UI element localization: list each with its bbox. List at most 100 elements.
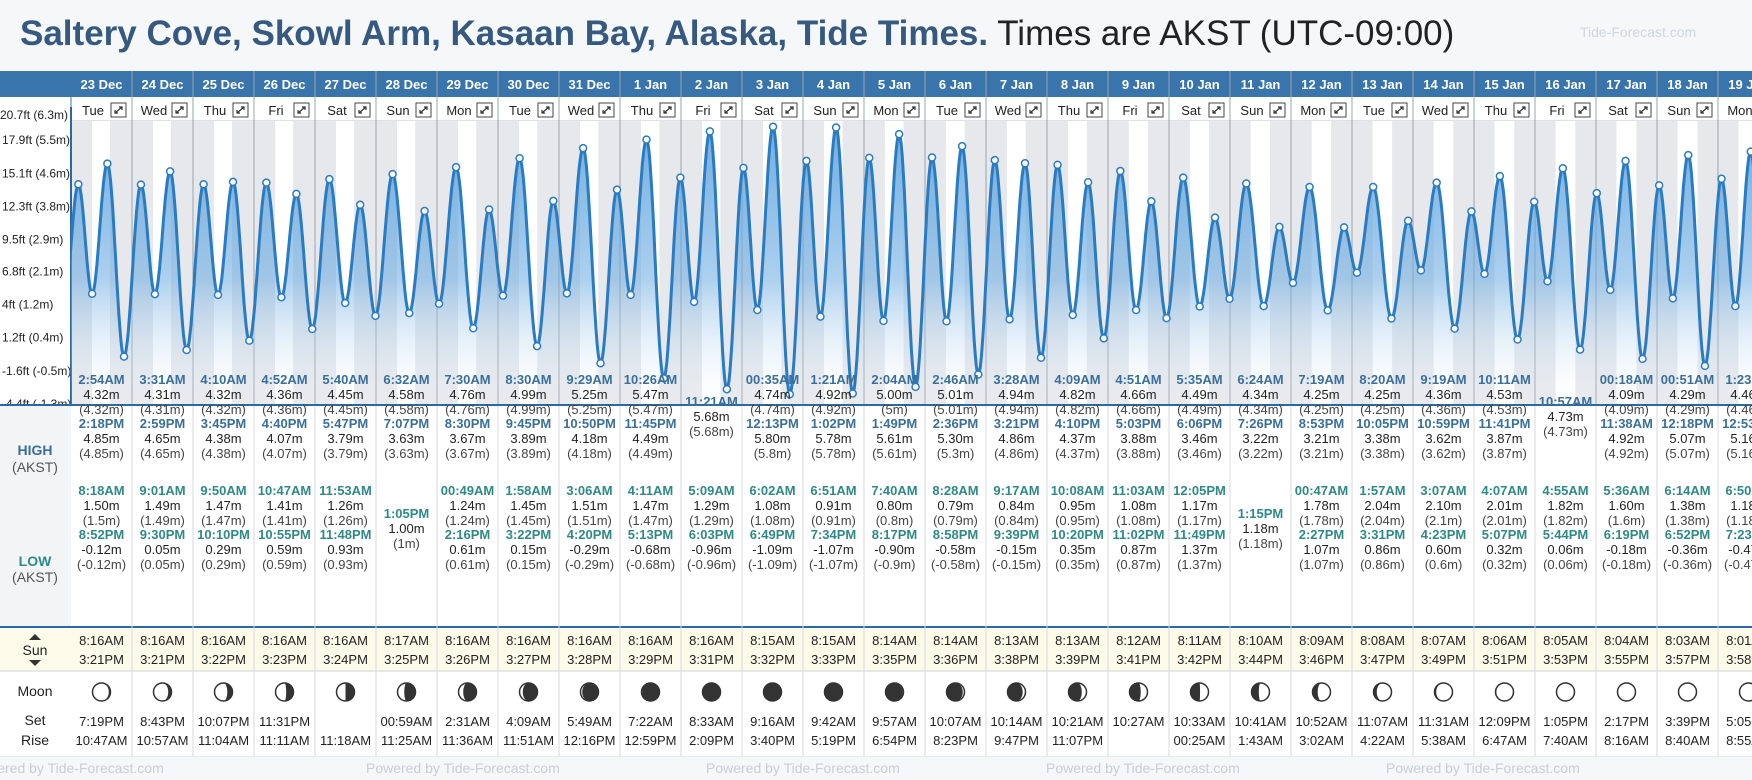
expand-day-button[interactable] [110,102,127,118]
low-tide-height-metric: (1.47m) [628,513,673,528]
moon-phase-shadow [1068,683,1082,701]
expand-day-button[interactable] [415,102,432,118]
expand-day-button[interactable] [659,102,676,118]
low-tide-height-metric: (0.35m) [1055,557,1100,572]
tide-point [785,390,795,399]
low-tide-height: 0.87m [1120,542,1156,557]
sunset-time: 3:33PM [811,652,856,667]
expand-day-button[interactable] [1696,102,1713,118]
date-label: 4 Jan [817,77,850,92]
high-tide-height: 3.46m [1181,431,1217,446]
date-label: 6 Jan [939,77,972,92]
high-tide-time: 1:49PM [872,416,918,431]
high-tide-time: 7:19AM [1298,372,1344,387]
expand-day-button[interactable] [1635,102,1652,118]
low-tide-height-metric: (1.78m) [1299,513,1344,528]
high-tide-height: 4.29m [1669,387,1705,402]
expand-day-button[interactable] [842,102,859,118]
low-tide-height: 1.45m [510,498,546,513]
tide-point [199,179,208,189]
weekday-label: Sat [1608,103,1628,118]
expand-day-button[interactable] [1391,102,1408,118]
tide-point [1575,345,1585,354]
sunrise-time: 8:16AM [628,633,673,648]
tide-point [213,290,223,300]
expand-day-button[interactable] [476,102,493,118]
expand-day-button[interactable] [1513,102,1530,118]
high-tide-height: 4.37m [1059,431,1095,446]
sunrise-time: 8:16AM [445,633,490,648]
high-tide-height: 4.82m [1059,387,1095,402]
expand-arrow-icon [1151,106,1160,114]
low-tide-height: 1.08m [1120,498,1156,513]
expand-day-button[interactable] [1147,102,1164,118]
high-tide-time: 10:05PM [1356,416,1409,431]
high-tide-height-metric: (5.78m) [811,446,856,461]
high-tide-time: 2:18PM [79,416,125,431]
tide-point [1131,305,1141,315]
moon-phase-shadow [1007,683,1023,701]
expand-day-button[interactable] [781,102,798,118]
sunrise-arrow-icon [29,634,41,640]
high-tide-time: 10:26AM [624,372,677,387]
sunset-time: 3:36PM [933,652,978,667]
sunset-arrow-icon [29,660,41,666]
high-tide-height-metric: (4.49m) [628,446,673,461]
low-tide-height: -0.68m [630,542,670,557]
expand-day-button[interactable] [537,102,554,118]
high-tide-height-metric: (5.47m) [628,402,673,417]
expand-day-button[interactable] [1269,102,1286,118]
low-tide-height: -0.58m [935,542,975,557]
expand-day-button[interactable] [354,102,371,118]
expand-day-button[interactable] [720,102,737,118]
high-tide-height: 5.25m [571,387,607,402]
expand-day-button[interactable] [171,102,188,118]
expand-day-button[interactable] [1208,102,1225,118]
low-tide-height: 1.07m [1303,542,1339,557]
y-axis-tick-label: 17.9ft (5.5m) [2,133,70,147]
y-axis-tick-label: -1.6ft (-0.5m) [2,364,71,378]
low-tide-time: 11:03AM [1112,483,1165,498]
moon-phase-shadow [824,683,843,701]
low-tide-height-metric: (-0.47m) [1724,557,1752,572]
y-axis-tick-label: 1.2ft (0.4m) [2,331,63,345]
tide-point [1305,182,1314,192]
expand-day-button[interactable] [903,102,920,118]
expand-day-button[interactable] [1330,102,1347,118]
expand-day-button[interactable] [232,102,249,118]
tide-point [325,174,334,184]
expand-day-button[interactable] [1574,102,1591,118]
expand-arrow-icon [1517,106,1526,114]
expand-day-button[interactable] [598,102,615,118]
expand-day-button[interactable] [1452,102,1469,118]
tide-point [848,389,857,398]
tide-point [119,352,129,361]
moon-set-time: 8:33AM [689,714,734,729]
expand-day-button[interactable] [1086,102,1103,118]
low-tide-height-metric: (0.29m) [201,557,246,572]
expand-day-button[interactable] [964,102,981,118]
tide-point [659,374,669,383]
sunset-time: 3:41PM [1116,652,1161,667]
tide-point [1368,182,1378,192]
high-tide-time: 7:07PM [384,416,430,431]
moon-rise-time: 11:04AM [198,733,249,748]
high-tide-time: 6:24AM [1237,372,1283,387]
high-tide-height: 5.00m [876,387,912,402]
expand-arrow-icon [236,106,245,114]
low-tide-height-metric: (0.95m) [1055,513,1100,528]
high-tide-height-metric: (3.87m) [1482,446,1527,461]
tide-point [405,308,414,318]
high-tide-height-metric: (4.36m) [262,402,307,417]
low-tide-time: 10:47AM [258,483,311,498]
expand-day-button[interactable] [293,102,310,118]
low-tide-height-metric: (-0.29m) [565,557,614,572]
moon-set-label: Set [24,712,45,728]
tide-point [1684,150,1693,160]
high-tide-height-metric: (4.36m) [1421,402,1466,417]
low-tide-height: 0.15m [510,542,546,557]
high-tide-time: 1:21AM [810,372,856,387]
tide-point [388,169,397,179]
tide-point [1162,313,1171,323]
expand-day-button[interactable] [1025,102,1042,118]
